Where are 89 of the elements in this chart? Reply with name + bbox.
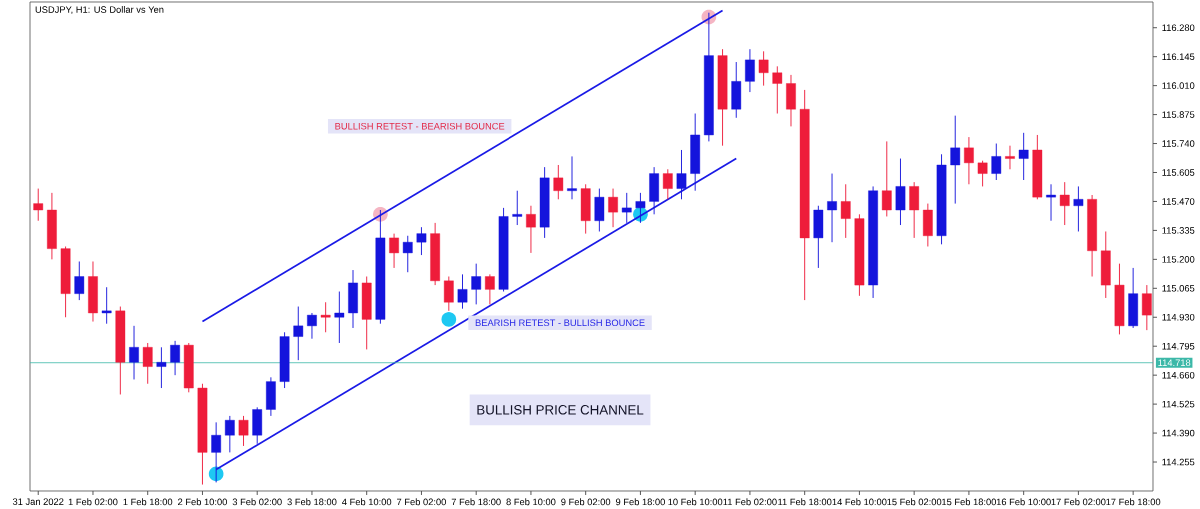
x-tick-label: 11 Feb 02:00 [723,498,777,506]
x-tick-label: 17 Feb 18:00 [1106,498,1161,506]
candlestick [827,173,837,243]
y-tick-label: 114.525 [1162,400,1195,408]
candlestick [1005,145,1015,170]
candlestick [471,263,482,305]
candlestick [307,312,317,340]
x-tick-label: 16 Feb 10:00 [996,498,1051,506]
candlestick [389,233,399,269]
point [441,312,457,327]
x-tick-label: 14 Feb 10:00 [832,498,887,506]
y-tick-label: 115.605 [1162,169,1195,176]
candlestick [457,273,468,310]
candlestick [881,140,892,217]
candlestick [320,301,331,333]
x-tick-label: 8 Feb 10:00 [506,498,556,506]
x-tick-label: 15 Feb 02:00 [887,498,942,506]
candlestick [1141,284,1152,331]
candlestick [909,181,920,239]
x-tick-label: 2 Feb 10:00 [178,498,227,506]
candlestick [170,340,180,376]
candlestick [101,286,112,325]
candlestick [156,346,167,389]
candlestick [142,342,153,385]
ref-line-label: 114.718 [1158,359,1191,367]
y-tick-label: 114.390 [1162,429,1195,437]
candlestick [895,158,906,226]
candlestick [1073,185,1084,232]
x-tick-label: 11 Feb 18:00 [778,498,832,506]
candlestick [416,226,427,256]
candlestick [745,48,755,93]
x-tick-label: 9 Feb 18:00 [615,498,665,506]
x-tick-label: 17 Feb 02:00 [1051,498,1106,506]
candlestick [33,188,44,222]
y-tick-label: 115.335 [1162,227,1195,234]
y-tick-label: 115.875 [1162,111,1195,118]
candlestick [758,50,769,87]
y-tick-label: 114.660 [1162,371,1195,379]
annotation: BULLISH PRICE CHANNEL [477,405,644,415]
y-tick-label: 116.145 [1162,53,1195,60]
y-tick-label: 115.065 [1162,285,1195,292]
y-tick-label: 114.930 [1162,313,1195,321]
y-tick-label: 115.200 [1162,256,1195,263]
candlestick [840,183,851,239]
annotation: BEARISH RETEST - BULLISH BOUNCE [475,319,645,327]
x-tick-label: 9 Feb 02:00 [561,498,611,506]
candlestick [402,235,413,273]
x-tick-label: 31 Jan 2022 [12,498,64,505]
candlestick [991,143,1002,181]
x-tick-label: 1 Feb 02:00 [68,498,118,506]
candlestick [512,190,523,226]
x-tick-label: 7 Feb 18:00 [451,498,501,506]
candlestick [238,415,249,447]
x-tick-label: 7 Feb 02:00 [397,498,446,506]
candlestick [526,205,536,254]
candlestick [567,155,577,200]
candlestick [334,291,345,344]
x-tick-label: 10 Feb 10:00 [668,498,723,506]
candlestick [1059,181,1070,226]
candlestick [1018,132,1029,181]
x-tick-label: 4 Feb 10:00 [342,498,392,506]
x-tick-label: 1 Feb 18:00 [123,498,173,506]
candlestick [485,273,495,305]
y-tick-label: 114.795 [1162,342,1195,350]
candlestick [964,136,974,185]
y-tick-label: 116.280 [1162,24,1195,32]
candlestick [950,115,961,205]
chart-title: USDJPY, H1: US Dollar vs Yen [35,6,164,14]
candlestick [443,276,454,312]
y-tick-label: 116.010 [1162,82,1195,89]
x-tick-label: 3 Feb 18:00 [287,498,337,506]
candlestick [621,192,632,224]
candlestick [977,160,988,187]
annotation: BULLISH RETEST - BEARISH BOUNCE [335,122,505,130]
candlestick [608,188,618,228]
candlestick [1046,183,1056,222]
candlestick [224,415,235,453]
y-tick-label: 115.740 [1162,140,1195,147]
candlestick [74,261,85,301]
candlestick [129,325,139,380]
candlestick [594,188,605,232]
x-tick-label: 15 Feb 18:00 [942,498,997,506]
x-tick-label: 3 Feb 02:00 [232,498,282,506]
candlestick [553,164,564,200]
y-tick-label: 115.470 [1162,198,1195,205]
candlestick [662,168,673,200]
candlestick [293,306,304,361]
y-tick-label: 114.255 [1162,458,1195,466]
candlestick [772,65,783,114]
